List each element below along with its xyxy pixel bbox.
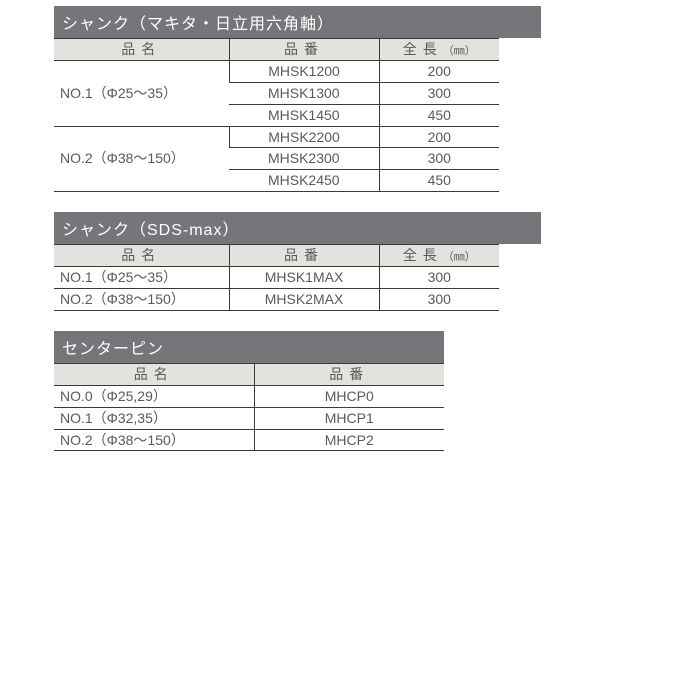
cell-length: 300 xyxy=(379,148,499,170)
table-row: NO.1（Φ25～35）MHSK1200200 xyxy=(54,60,499,82)
table-row: NO.2（Φ38～150）MHCP2 xyxy=(54,429,444,451)
column-header: 品番 xyxy=(254,363,444,385)
cell-length: 300 xyxy=(379,82,499,104)
table-title: シャンク（マキタ・日立用六角軸） xyxy=(54,6,541,38)
column-header: 全長（㎜） xyxy=(379,245,499,267)
cell-code: MHSK1MAX xyxy=(229,267,379,289)
table-row: NO.0（Φ25,29）MHCP0 xyxy=(54,385,444,407)
cell-code: MHCP1 xyxy=(254,407,444,429)
cell-length: 450 xyxy=(379,170,499,192)
table-title: シャンク（SDS-max） xyxy=(54,212,541,244)
cell-name: NO.2（Φ38～150） xyxy=(54,429,254,451)
cell-code: MHSK1450 xyxy=(229,104,379,126)
cell-code: MHSK1300 xyxy=(229,82,379,104)
cell-code: MHSK2450 xyxy=(229,170,379,192)
column-header: 全長（㎜） xyxy=(379,39,499,61)
cell-code: MHSK2MAX xyxy=(229,289,379,311)
cell-code: MHSK2200 xyxy=(229,126,379,148)
column-header: 品番 xyxy=(229,245,379,267)
cell-name: NO.0（Φ25,29） xyxy=(54,385,254,407)
table-block-0: シャンク（マキタ・日立用六角軸）品名品番全長（㎜）NO.1（Φ25～35）MHS… xyxy=(54,6,700,192)
cell-length: 200 xyxy=(379,126,499,148)
table-row: NO.2（Φ38～150）MHSK2MAX300 xyxy=(54,289,499,311)
cell-code: MHCP0 xyxy=(254,385,444,407)
cell-name: NO.2（Φ38～150） xyxy=(54,126,229,192)
cell-length: 200 xyxy=(379,60,499,82)
cell-length: 300 xyxy=(379,267,499,289)
table-row: NO.1（Φ25～35）MHSK1MAX300 xyxy=(54,267,499,289)
cell-name: NO.1（Φ25～35） xyxy=(54,267,229,289)
cell-code: MHCP2 xyxy=(254,429,444,451)
cell-code: MHSK2300 xyxy=(229,148,379,170)
cell-name: NO.1（Φ32,35） xyxy=(54,407,254,429)
cell-name: NO.1（Φ25～35） xyxy=(54,60,229,126)
table-block-2: センターピン品名品番NO.0（Φ25,29）MHCP0NO.1（Φ32,35）M… xyxy=(54,331,700,452)
spec-table: 品名品番全長（㎜）NO.1（Φ25～35）MHSK1200200MHSK1300… xyxy=(54,38,499,192)
spec-table: 品名品番全長（㎜）NO.1（Φ25～35）MHSK1MAX300NO.2（Φ38… xyxy=(54,244,499,311)
table-row: NO.1（Φ32,35）MHCP1 xyxy=(54,407,444,429)
spec-table: 品名品番NO.0（Φ25,29）MHCP0NO.1（Φ32,35）MHCP1NO… xyxy=(54,363,444,452)
column-header: 品名 xyxy=(54,245,229,267)
table-row: NO.2（Φ38～150）MHSK2200200 xyxy=(54,126,499,148)
cell-name: NO.2（Φ38～150） xyxy=(54,289,229,311)
column-header: 品番 xyxy=(229,39,379,61)
cell-length: 300 xyxy=(379,289,499,311)
cell-code: MHSK1200 xyxy=(229,60,379,82)
column-header: 品名 xyxy=(54,363,254,385)
table-block-1: シャンク（SDS-max）品名品番全長（㎜）NO.1（Φ25～35）MHSK1M… xyxy=(54,212,700,311)
table-title: センターピン xyxy=(54,331,444,363)
cell-length: 450 xyxy=(379,104,499,126)
column-header: 品名 xyxy=(54,39,229,61)
